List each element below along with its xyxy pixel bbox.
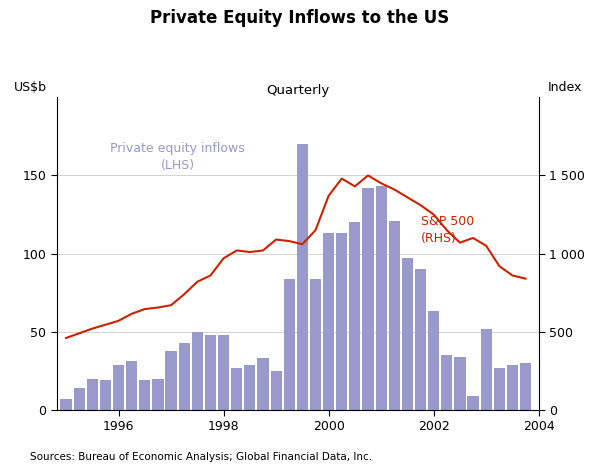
Bar xyxy=(441,355,452,410)
Bar xyxy=(257,358,269,410)
Bar xyxy=(271,371,281,410)
Bar xyxy=(113,365,124,410)
Bar xyxy=(428,311,439,410)
Bar xyxy=(362,188,374,410)
Bar xyxy=(376,186,387,410)
Bar xyxy=(166,351,176,410)
Bar xyxy=(139,380,151,410)
Bar xyxy=(231,368,242,410)
Bar xyxy=(61,399,71,410)
Bar xyxy=(402,258,413,410)
Title: Quarterly: Quarterly xyxy=(266,84,329,97)
Bar xyxy=(310,279,321,410)
Bar xyxy=(520,363,531,410)
Bar xyxy=(494,368,505,410)
Bar xyxy=(100,380,111,410)
Text: Private equity inflows
(LHS): Private equity inflows (LHS) xyxy=(110,142,245,172)
Bar xyxy=(218,335,229,410)
Bar xyxy=(481,329,492,410)
Bar xyxy=(244,365,256,410)
Text: US$b: US$b xyxy=(13,81,46,94)
Bar xyxy=(205,335,216,410)
Bar xyxy=(336,234,347,410)
Bar xyxy=(284,279,295,410)
Text: Private Equity Inflows to the US: Private Equity Inflows to the US xyxy=(151,9,449,28)
Bar xyxy=(389,221,400,410)
Bar xyxy=(467,396,479,410)
Bar xyxy=(323,234,334,410)
Bar xyxy=(192,332,203,410)
Bar xyxy=(454,357,466,410)
Bar xyxy=(415,269,426,410)
Bar xyxy=(74,388,85,410)
Bar xyxy=(297,144,308,410)
Text: Sources: Bureau of Economic Analysis; Global Financial Data, Inc.: Sources: Bureau of Economic Analysis; Gl… xyxy=(30,453,372,462)
Bar xyxy=(179,343,190,410)
Bar xyxy=(349,222,361,410)
Text: S&P 500
(RHS): S&P 500 (RHS) xyxy=(421,215,474,245)
Bar xyxy=(507,365,518,410)
Bar xyxy=(126,361,137,410)
Bar xyxy=(152,379,164,410)
Bar xyxy=(87,379,98,410)
Text: Index: Index xyxy=(548,81,582,94)
